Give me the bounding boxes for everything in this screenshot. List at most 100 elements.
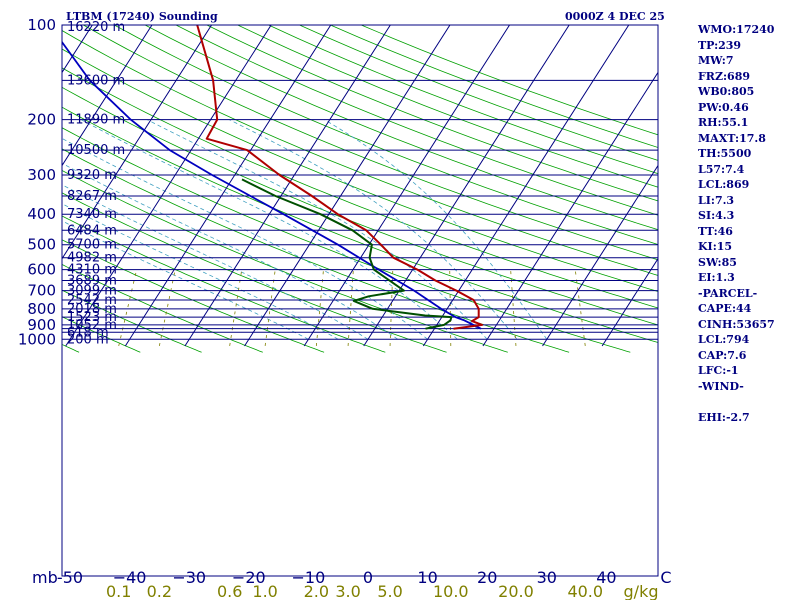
temperature-profile bbox=[196, 25, 484, 330]
dry-adiabat bbox=[114, 25, 658, 245]
dry-adiabat bbox=[268, 25, 658, 175]
mixing-ratio-line bbox=[158, 269, 176, 347]
mixing-ratio-label: 5.0 bbox=[377, 582, 402, 600]
mixing-ratio-label: 0.6 bbox=[217, 582, 242, 600]
pressure-tick-label: 800 bbox=[27, 300, 56, 318]
temperature-tick-label: 30 bbox=[537, 568, 557, 587]
index-item: FRZ:689 bbox=[698, 69, 751, 83]
height-label: 6484 m bbox=[67, 223, 117, 238]
height-label: 200 m bbox=[67, 332, 109, 347]
moist-adiabat bbox=[62, 162, 399, 340]
mixing-ratio-line bbox=[118, 269, 138, 347]
index-item: CAP:7.6 bbox=[698, 348, 747, 362]
height-label: 618 m bbox=[67, 325, 109, 340]
mixing-ratio-label: 0.2 bbox=[147, 582, 172, 600]
temperature-tick-label: −20 bbox=[232, 568, 266, 587]
dry-adiabat bbox=[237, 25, 658, 188]
mixing-ratio-label: 2.0 bbox=[304, 582, 329, 600]
height-label: 3099 m bbox=[67, 284, 117, 299]
isotherm-line bbox=[482, 71, 658, 347]
index-item: LCL:794 bbox=[698, 333, 750, 346]
dry-adiabat bbox=[62, 215, 386, 353]
isotherm-line bbox=[62, 25, 212, 260]
moist-adiabat bbox=[146, 119, 488, 340]
temperature-tick-label: 0 bbox=[363, 568, 373, 587]
height-label: 7340 m bbox=[67, 207, 117, 222]
mixing-ratio-label: 20.0 bbox=[498, 582, 534, 600]
pressure-unit-label: mb bbox=[32, 568, 58, 587]
height-label: 5700 m bbox=[67, 238, 117, 253]
index-item: -PARCEL- bbox=[698, 286, 758, 300]
index-item: KI:15 bbox=[698, 240, 733, 253]
index-item: WB0:805 bbox=[698, 85, 755, 98]
height-label: 3689 m bbox=[67, 274, 117, 289]
temperature-tick-label: −10 bbox=[292, 568, 326, 587]
temperature-tick-label: -50 bbox=[57, 568, 83, 587]
isotherm-line bbox=[184, 25, 391, 347]
dry-adiabat bbox=[206, 25, 658, 202]
dry-adiabat bbox=[175, 25, 658, 216]
temperature-tick-label: 40 bbox=[596, 568, 616, 587]
index-item: -WIND- bbox=[698, 379, 744, 393]
index-item: MAXT:17.8 bbox=[698, 131, 766, 145]
index-item: RH:55.1 bbox=[698, 116, 749, 129]
isotherm-line bbox=[601, 257, 658, 347]
temperature-tick-label: −40 bbox=[113, 568, 147, 587]
parcel-trace bbox=[62, 40, 482, 330]
height-label: 11890 m bbox=[67, 113, 125, 128]
temperature-tick-label: 20 bbox=[477, 568, 497, 587]
dry-adiabat bbox=[144, 25, 658, 231]
pressure-tick-label: 400 bbox=[27, 205, 56, 223]
index-item bbox=[698, 394, 775, 410]
mixing-ratio-line bbox=[449, 269, 452, 346]
height-label: 13600 m bbox=[67, 73, 125, 88]
mixing-ratio-line bbox=[574, 269, 586, 347]
pressure-tick-label: 500 bbox=[27, 236, 56, 254]
height-label: 8267 m bbox=[67, 189, 117, 204]
mixing-ratio-line bbox=[264, 269, 276, 347]
dry-adiabat bbox=[0, 25, 18, 352]
temperature-tick-label: C bbox=[660, 568, 671, 587]
index-item: LI:7.3 bbox=[698, 193, 735, 207]
pressure-tick-label: 100 bbox=[27, 16, 56, 34]
index-item: PW:0.46 bbox=[698, 100, 749, 114]
dry-adiabat bbox=[62, 316, 141, 353]
index-item: EHI:-2.7 bbox=[698, 410, 750, 424]
isotherm-line bbox=[65, 25, 272, 347]
index-item: L57:7.4 bbox=[698, 162, 745, 176]
isotherm-line bbox=[62, 25, 153, 167]
dry-adiabat bbox=[62, 48, 658, 292]
index-item: CINH:53657 bbox=[698, 317, 775, 331]
height-label: 1523 m bbox=[67, 310, 117, 325]
isotherm-line bbox=[542, 164, 658, 347]
isotherm-line bbox=[363, 25, 570, 347]
pressure-tick-label: 700 bbox=[27, 282, 56, 300]
mixing-ratio-label: 10.0 bbox=[433, 582, 469, 600]
isotherm-line bbox=[303, 25, 510, 347]
height-label: 4982 m bbox=[67, 251, 117, 266]
pressure-tick-label: 1000 bbox=[18, 330, 56, 348]
sounding-time: 0000Z 4 DEC 25 bbox=[565, 10, 665, 23]
index-item: MW:7 bbox=[698, 54, 734, 67]
height-label: 10500 m bbox=[67, 143, 125, 158]
sounding-indices-panel: WMO:17240 TP:239 MW:7 FRZ:689 WB0:805 PW:0.46… bbox=[698, 22, 775, 425]
temperature-tick-label: 10 bbox=[417, 568, 437, 587]
index-item: LCL:869 bbox=[698, 178, 750, 191]
dry-adiabat bbox=[62, 289, 202, 353]
dry-adiabat bbox=[299, 25, 658, 161]
height-label: 2018 m bbox=[67, 302, 117, 317]
mixing-ratio-label: 40.0 bbox=[567, 582, 603, 600]
index-item: EI:1.3 bbox=[698, 271, 735, 284]
height-label: 9320 m bbox=[67, 168, 117, 183]
plot-frame bbox=[61, 24, 659, 577]
pressure-tick-label: 200 bbox=[27, 111, 56, 129]
mixing-ratio-unit: g/kg bbox=[624, 582, 659, 600]
mixing-ratio-label: 1.0 bbox=[252, 582, 277, 600]
dewpoint-profile bbox=[241, 178, 453, 330]
station-title: LTBM (17240) Sounding bbox=[66, 10, 218, 23]
index-item: SI:4.3 bbox=[698, 209, 735, 222]
temperature-tick-label: −30 bbox=[172, 568, 206, 587]
height-label: 1052 m bbox=[67, 318, 117, 333]
